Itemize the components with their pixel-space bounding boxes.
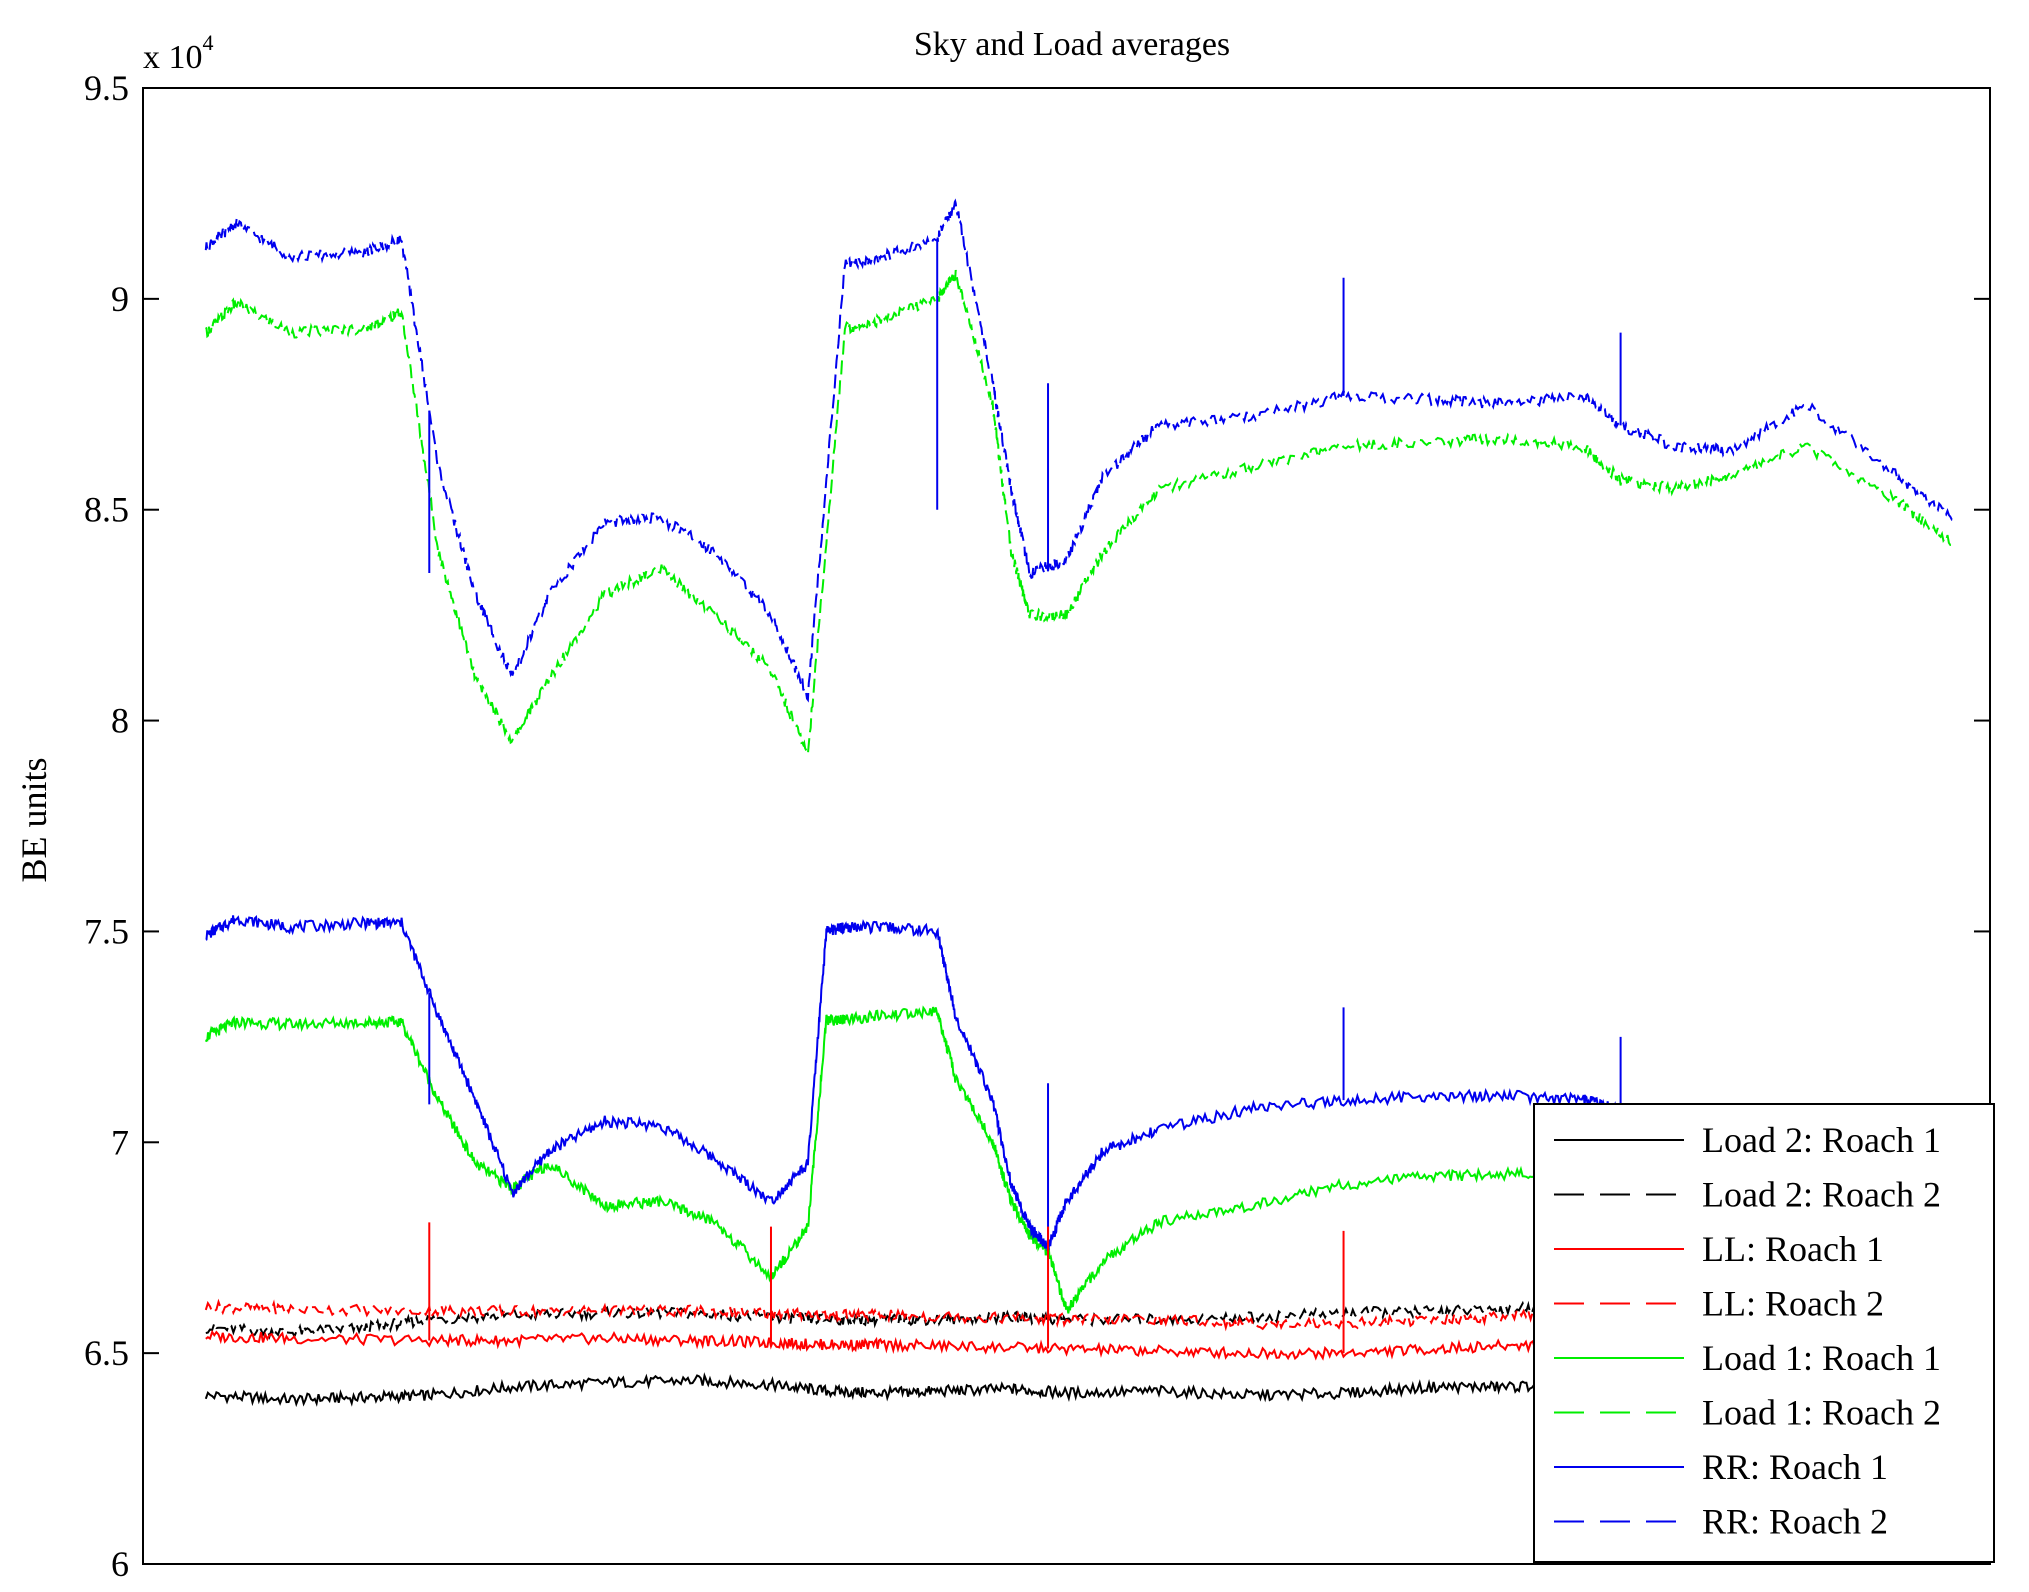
y-tick-label: 6.5 xyxy=(84,1333,129,1373)
y-axis-exponent: x 104 xyxy=(143,30,214,76)
plot-area-frame xyxy=(142,87,1991,1565)
legend-label-load-1-roach-1: Load 1: Roach 1 xyxy=(1702,1338,1941,1378)
legend-label-ll-roach-1: LL: Roach 1 xyxy=(1702,1229,1884,1269)
plot-lines xyxy=(204,198,1954,1408)
y-axis-label: BE units xyxy=(14,757,54,882)
y-axis-exponent-base: x 10 xyxy=(143,39,203,76)
legend-label-rr-roach-2: RR: Roach 2 xyxy=(1702,1502,1888,1542)
y-tick-label: 8 xyxy=(111,701,129,741)
y-tick-label: 7 xyxy=(111,1122,129,1162)
series-line-load-1-roach-2 xyxy=(204,269,1954,755)
legend-box xyxy=(1533,1103,1995,1563)
chart-title: Sky and Load averages xyxy=(914,26,1230,63)
y-tick-label: 8.5 xyxy=(84,490,129,530)
series-line-ll-roach-2 xyxy=(204,1298,1807,1332)
y-tick-label: 9 xyxy=(111,279,129,319)
series-line-load-1-roach-1 xyxy=(204,1005,1806,1314)
legend-label-load-2-roach-2: Load 2: Roach 2 xyxy=(1702,1175,1941,1215)
legend-label-load-1-roach-2: Load 1: Roach 2 xyxy=(1702,1393,1941,1433)
y-tick-label: 7.5 xyxy=(84,911,129,951)
y-axis-exponent-power: 4 xyxy=(203,30,214,55)
series-line-ll-roach-1 xyxy=(205,1329,1807,1361)
y-tick-label: 9.5 xyxy=(84,68,129,108)
legend-label-load-2-roach-1: Load 2: Roach 1 xyxy=(1702,1120,1941,1160)
series-line-rr-roach-2 xyxy=(204,198,1954,703)
y-axis-ticks: 6 6.5 7 7.5 8 8.5 9 9.5 xyxy=(84,68,1990,1584)
y-tick-label: 6 xyxy=(111,1544,129,1584)
series-line-rr-roach-1 xyxy=(205,914,1806,1251)
legend: Load 2: Roach 1 Load 2: Roach 2 LL: Roach … xyxy=(1533,1103,1995,1563)
legend-label-rr-roach-1: RR: Roach 1 xyxy=(1702,1447,1888,1487)
legend-label-ll-roach-2: LL: Roach 2 xyxy=(1702,1284,1884,1324)
